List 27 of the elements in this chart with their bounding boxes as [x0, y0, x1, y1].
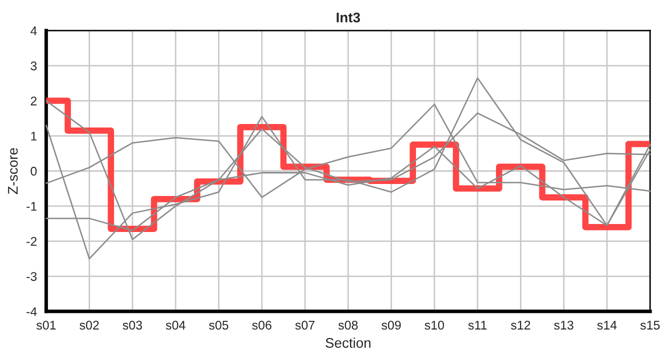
y-tick-label: -1 — [26, 202, 37, 211]
x-tick-label: s14 — [597, 320, 617, 330]
x-tick-label: s09 — [382, 320, 401, 330]
y-axis-title: Z-score — [8, 148, 18, 194]
y-tick-label: 2 — [30, 96, 37, 106]
y-tick-label: 4 — [30, 26, 37, 36]
chart-title: Int3 — [336, 12, 360, 22]
x-tick-label: s13 — [554, 320, 574, 330]
y-tick-label: 0 — [30, 166, 37, 176]
x-tick-label: s06 — [252, 320, 272, 330]
x-tick-label: s11 — [468, 320, 487, 330]
y-tick-label: -3 — [26, 272, 37, 281]
x-tick-label: s08 — [338, 320, 358, 330]
x-axis-title: Section — [326, 338, 370, 348]
y-tick-label: 3 — [30, 62, 37, 70]
x-tick-label: s04 — [166, 320, 186, 330]
x-tick-label: s03 — [122, 320, 142, 330]
y-tick-label: -2 — [26, 237, 37, 246]
x-tick-label: s01 — [36, 320, 56, 330]
x-tick-label: s02 — [80, 320, 99, 330]
x-tick-label: s12 — [510, 320, 530, 330]
y-tick-label: 1 — [31, 132, 37, 140]
x-tick-label: s15 — [640, 320, 660, 330]
x-tick-label: s05 — [209, 320, 228, 330]
y-tick-label: -4 — [26, 307, 37, 316]
x-tick-label: s07 — [295, 320, 314, 330]
x-tick-label: s10 — [424, 320, 444, 330]
